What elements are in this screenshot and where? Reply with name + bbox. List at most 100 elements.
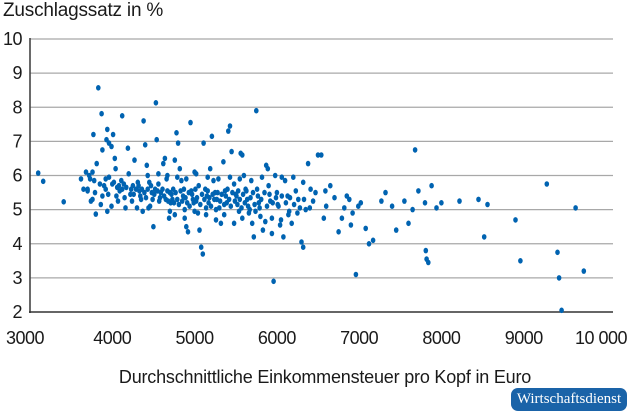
- data-point: [179, 198, 185, 204]
- data-point: [115, 198, 121, 204]
- x-tick-labels: 3000 4000 5000 6000 7000 8000 9000 10 000: [6, 328, 628, 348]
- data-point: [112, 155, 118, 162]
- data-point: [513, 217, 518, 223]
- data-point: [140, 208, 145, 215]
- data-point: [235, 188, 241, 194]
- data-point: [166, 215, 172, 221]
- data-point: [181, 186, 187, 192]
- data-point: [219, 191, 224, 198]
- data-point: [218, 220, 224, 227]
- x-tick-label: 5000: [176, 328, 215, 348]
- data-point: [142, 142, 148, 148]
- data-point: [240, 191, 246, 198]
- data-point: [213, 217, 219, 223]
- data-point: [100, 147, 105, 153]
- data-point: [109, 143, 114, 150]
- data-point: [136, 182, 141, 189]
- data-point: [217, 198, 223, 204]
- data-point: [35, 170, 41, 176]
- data-point: [221, 211, 227, 218]
- data-point: [96, 85, 101, 91]
- data-point: [266, 182, 271, 189]
- data-point: [246, 210, 252, 216]
- data-point: [156, 171, 161, 177]
- data-point: [260, 227, 266, 233]
- data-point: [336, 229, 341, 235]
- data-point: [90, 196, 95, 203]
- data-point: [370, 237, 376, 244]
- x-tick-label: 10 000: [575, 328, 628, 348]
- data-point: [308, 186, 313, 192]
- data-point: [134, 205, 140, 211]
- data-point: [299, 239, 304, 245]
- data-point: [347, 196, 352, 203]
- data-point: [278, 217, 284, 223]
- data-point: [281, 234, 286, 240]
- data-point: [269, 215, 275, 221]
- data-point: [114, 193, 119, 199]
- data-point: [85, 188, 90, 194]
- gridlines: [30, 38, 613, 279]
- data-point: [358, 200, 364, 206]
- data-point: [234, 193, 239, 199]
- data-point: [249, 177, 254, 184]
- data-point: [313, 189, 318, 196]
- data-point: [581, 268, 587, 274]
- data-point: [348, 222, 354, 228]
- data-point: [61, 199, 66, 205]
- data-point: [429, 182, 434, 189]
- data-point: [439, 200, 444, 206]
- data-point: [269, 230, 275, 237]
- data-point: [92, 189, 98, 196]
- data-point: [145, 186, 150, 192]
- data-point: [105, 191, 111, 198]
- data-point: [310, 198, 316, 204]
- data-point: [126, 171, 131, 177]
- data-point: [109, 203, 114, 209]
- data-point: [191, 200, 196, 206]
- data-point: [227, 123, 233, 129]
- data-point: [225, 186, 230, 192]
- data-point: [110, 131, 116, 138]
- data-point: [393, 227, 399, 233]
- data-point: [202, 196, 207, 203]
- data-point: [141, 118, 146, 124]
- data-point: [573, 205, 578, 211]
- data-point: [286, 211, 291, 218]
- data-point: [198, 201, 203, 208]
- data-point: [146, 205, 151, 211]
- y-tick-label: 10: [3, 29, 23, 49]
- data-point: [239, 205, 244, 211]
- data-point: [389, 203, 395, 209]
- data-point: [422, 200, 428, 206]
- data-point: [93, 211, 99, 217]
- data-point: [182, 215, 187, 221]
- data-point: [198, 244, 204, 250]
- x-tick-label: 7000: [340, 328, 379, 348]
- data-point: [189, 191, 195, 198]
- data-point: [366, 241, 372, 247]
- data-point: [223, 193, 229, 199]
- data-point: [128, 191, 133, 198]
- data-point: [200, 251, 206, 257]
- data-point: [173, 189, 178, 196]
- data-point: [253, 107, 259, 114]
- data-point: [113, 165, 118, 172]
- data-point: [91, 177, 97, 184]
- data-point: [274, 189, 280, 196]
- data-point: [295, 210, 300, 216]
- data-point: [184, 176, 189, 182]
- y-axis-title: Zuschlagssatz in %: [3, 0, 164, 21]
- data-point: [213, 206, 219, 213]
- data-point: [125, 145, 131, 151]
- data-point: [165, 198, 171, 204]
- data-point: [111, 179, 117, 186]
- data-point: [83, 169, 89, 175]
- data-point: [291, 201, 297, 208]
- data-point: [174, 130, 179, 136]
- data-point: [416, 188, 421, 194]
- x-tick-label: 9000: [505, 328, 544, 348]
- data-point: [287, 194, 293, 201]
- data-point: [296, 196, 301, 203]
- y-tick-labels: 2 3 4 5 6 7 8 9 10: [3, 29, 23, 322]
